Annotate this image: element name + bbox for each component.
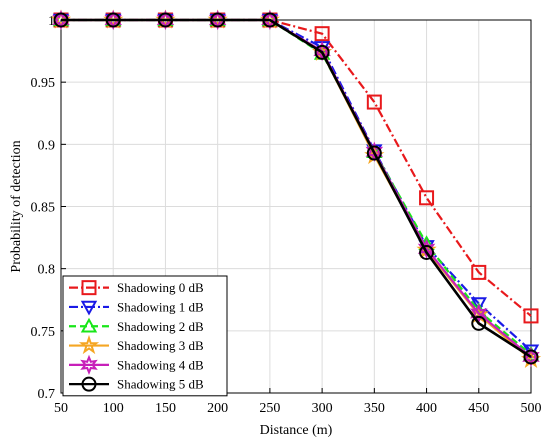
x-axis-label: Distance (m) [260, 423, 333, 438]
x-tick-label: 100 [103, 401, 124, 416]
data-point [53, 12, 69, 28]
data-point [419, 190, 435, 206]
series-line [61, 18, 532, 359]
x-tick-label: 300 [312, 401, 333, 416]
data-point [469, 303, 488, 324]
axis-ticks: 50 100 150 200 250 300 350 400 450 500 0.7 0.75 0.8 0… [31, 14, 542, 416]
legend-marker-5 [81, 376, 97, 392]
x-tick-label: 400 [416, 401, 437, 416]
series-line [61, 18, 532, 317]
y-tick-label: 1 [48, 14, 55, 29]
legend-label-1: Shadowing 1 dB [117, 299, 204, 314]
legend-label-3: Shadowing 3 dB [117, 338, 204, 353]
data-point [366, 94, 382, 110]
data-point [314, 26, 330, 42]
x-tick-label: 150 [155, 401, 176, 416]
data-point [210, 12, 226, 28]
y-tick-label: 0.8 [38, 263, 56, 278]
data-point [157, 12, 173, 28]
legend-label-0: Shadowing 0 dB [117, 280, 204, 295]
x-tick-label: 350 [364, 401, 385, 416]
series-5 [53, 12, 539, 365]
data-point [471, 315, 487, 331]
y-tick-label: 0.7 [38, 387, 56, 402]
data-point [523, 308, 539, 324]
data-point [314, 44, 330, 60]
y-axis-label: Probability of detection [9, 140, 24, 272]
legend: Shadowing 0 dB Shadowing 1 dB Shadowing 2 … [62, 275, 228, 397]
legend-label-5: Shadowing 5 dB [117, 377, 204, 392]
data-point [105, 12, 121, 28]
y-tick-label: 0.85 [31, 201, 56, 216]
legend-marker-1 [80, 300, 98, 316]
series-group [50, 9, 542, 369]
data-point [471, 264, 487, 280]
x-tick-label: 200 [207, 401, 228, 416]
y-tick-label: 0.75 [31, 325, 56, 340]
legend-marker-2 [80, 317, 98, 333]
data-point [417, 238, 436, 259]
series-line [61, 18, 532, 352]
y-tick-label: 0.9 [38, 138, 56, 153]
legend-marker-3 [78, 334, 100, 355]
legend-box [62, 275, 228, 397]
legend-marker-4 [80, 354, 98, 376]
x-tick-label: 450 [468, 401, 489, 416]
x-tick-label: 250 [259, 401, 280, 416]
y-tick-label: 0.95 [31, 76, 56, 91]
legend-marker-0 [81, 280, 97, 296]
data-point [262, 12, 278, 28]
data-point [419, 245, 435, 261]
legend-label-4: Shadowing 4 dB [117, 357, 204, 372]
x-tick-label: 500 [521, 401, 542, 416]
legend-label-2: Shadowing 2 dB [117, 319, 204, 334]
data-point [470, 297, 487, 313]
x-tick-label: 50 [54, 401, 68, 416]
data-point [523, 349, 539, 365]
data-point [366, 145, 382, 161]
